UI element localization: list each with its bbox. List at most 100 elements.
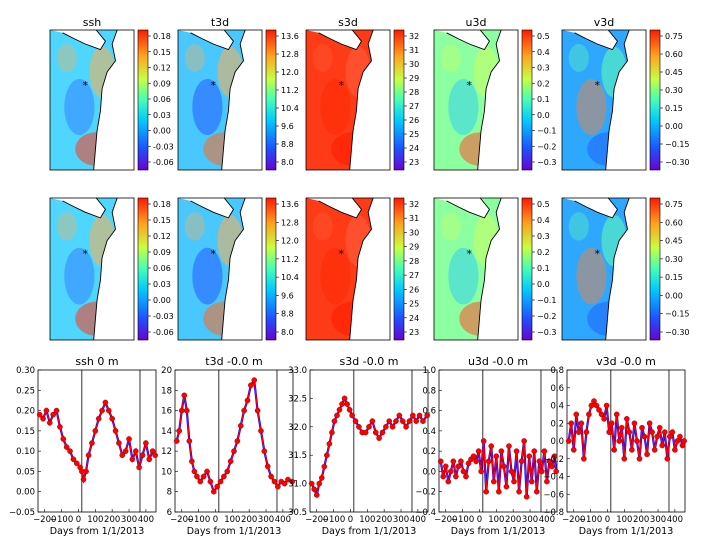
y-tick-label: 0.6 [550,384,564,394]
data-point [661,429,668,435]
coastline [190,29,234,51]
colorbar-tick-label: 0.45 [665,237,683,246]
x-tick-label: 300 [650,515,666,525]
data-point [480,438,487,444]
colorbar-tick-label: 32 [409,32,419,41]
data-point [603,402,610,409]
y-tick-label: 12 [161,447,172,457]
data-point [149,448,156,454]
data-point [396,412,403,419]
x-tick-label: −200 [170,515,193,525]
data-point [420,418,426,424]
colorbar [649,29,661,171]
data-point [132,448,139,454]
data-point [659,442,666,449]
data-point [146,456,153,463]
colorbar-tick-label: −0.15 [665,140,690,149]
y-tick-label: 31.5 [288,451,307,461]
data-point [129,456,136,463]
y-tick-label: 1.0 [422,366,436,376]
data-point [85,452,92,459]
x-tick-label: 400 [275,515,291,525]
colorbar-tick-label: 0.4 [537,216,550,225]
data-point [271,478,278,485]
data-point [606,429,612,435]
map-blob [192,247,223,305]
data-point [591,398,597,404]
data-point [139,452,146,459]
station-marker: * [83,79,89,92]
colorbar-tick-label: 0.12 [153,64,171,73]
colorbar-tick-label: 0.18 [153,200,171,209]
map-blob [312,44,333,72]
coastline [62,197,106,219]
y-tick-label: 14 [161,427,172,437]
data-point [403,423,409,430]
colorbar-tick-label: 8.0 [281,158,294,167]
data-point [541,448,548,454]
x-tick-label: 200 [104,515,120,525]
x-tick-label: 0 [76,515,81,525]
data-point [608,420,615,427]
data-point [442,463,449,470]
data-point [453,473,459,480]
data-point [586,411,592,418]
colorbar-tick-label: 29 [409,74,419,83]
y-tick-label: 0.15 [16,427,35,437]
plot-frame [37,369,157,513]
map-blob [56,44,77,72]
map-blob [320,247,351,305]
y-tick-label: 20 [161,366,172,376]
data-point [511,478,517,485]
colorbar-tick-label: 9.6 [281,122,294,131]
map-blob [184,212,205,241]
data-point [611,447,618,453]
station-marker: * [83,248,89,261]
data-point [458,458,464,465]
data-point [624,416,630,422]
colorbar-tick-label: 0.12 [153,232,171,241]
data-point [83,468,89,475]
data-point [289,478,295,485]
x-tick-label: 400 [667,515,683,525]
data-point [399,418,406,424]
x-tick-label: 200 [505,515,521,525]
data-point [593,402,600,409]
data-point [344,401,350,407]
data-point [631,420,638,427]
colorbar-tick-label: 11.2 [281,86,299,95]
colorbar-tick-label: 0.15 [665,104,683,113]
data-point [568,420,575,427]
data-point [191,468,198,475]
data-point [281,480,288,487]
data-point [119,452,126,459]
data-point [618,424,625,431]
colorbar-tick-label: 0.45 [665,68,683,77]
data-point [214,483,220,490]
coastline [477,29,502,171]
data-point [341,395,348,402]
data-point [634,438,640,444]
colorbar [137,29,149,171]
x-tick-label: 300 [258,515,274,525]
map-title-v3d: v3d [594,16,615,29]
island-mask [50,30,106,50]
colorbar-tick-label: 0.15 [153,216,171,225]
colorbar-tick-label: −0.2 [537,312,556,321]
data-point [674,438,681,444]
x-tick-label: −200 [305,515,328,525]
data-point [649,429,655,435]
colorbar-tick-label: 0.5 [537,32,550,41]
map-panel-v3d-row2: * 0.75 0.60 0.45 0.30 0.15 0.00 −0.15 −0.30 [561,197,690,341]
data-point [513,448,520,454]
colorbar-tick-label: 0.15 [153,48,171,57]
coastline [190,197,234,219]
colorbar-tick-label: 10.4 [281,104,299,113]
data-point [99,407,105,414]
x-tick-label: −100 [187,515,210,525]
data-point [573,411,580,418]
x-axis-label: Days from 1/1/2013 [579,526,674,537]
map-frame [305,197,391,341]
station-marker: * [211,248,217,261]
map-frame [433,29,519,171]
